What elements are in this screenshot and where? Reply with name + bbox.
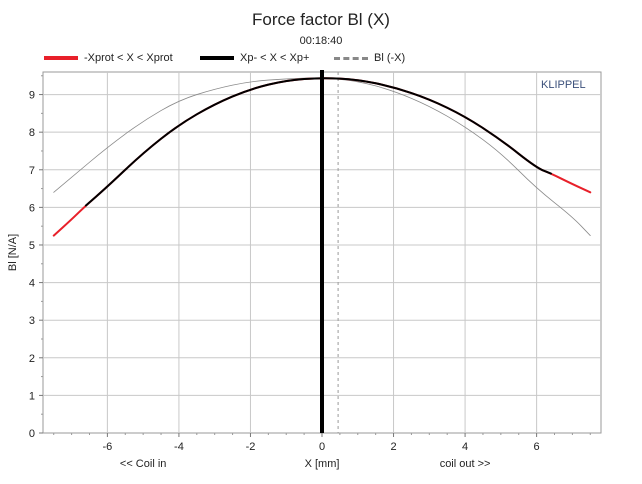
y-tick-label: 9 [29,90,35,102]
x-axis-label-left: << Coil in [120,458,166,470]
legend-swatch-prot [44,56,78,60]
series-line-operating [84,77,552,207]
legend-item-prot: -Xprot < X < Xprot [44,52,173,64]
legend: -Xprot < X < Xprot Xp- < X < Xp+ Bl (-X) [0,52,642,68]
legend-label-mirror: Bl (-X) [374,52,406,64]
legend-label-operating: Xp- < X < Xp+ [240,52,310,64]
x-tick-label: -6 [102,441,112,453]
y-tick-label: 3 [29,315,35,327]
legend-item-mirror: Bl (-X) [334,52,405,64]
y-tick-label: 4 [29,278,35,290]
y-tick-label: 0 [29,428,35,440]
x-tick-label: 6 [534,441,540,453]
y-tick-label: 5 [29,240,35,252]
chart-subtitle: 00:18:40 [299,35,343,47]
x-tick-label: 2 [390,441,396,453]
y-axis-label: Bl [N/A] [7,234,19,271]
legend-item-operating: Xp- < X < Xp+ [200,52,309,64]
y-tick-label: 2 [29,353,35,365]
x-tick-label: 0 [319,441,325,453]
brand-label: KLIPPEL [541,79,586,91]
chart-title: Force factor Bl (X) [252,10,390,29]
y-tick-label: 8 [29,127,35,139]
x-tick-label: -2 [246,441,256,453]
y-tick-label: 7 [29,165,35,177]
x-tick-label: -4 [174,441,184,453]
legend-swatch-operating [200,56,234,60]
x-axis-label-right: coil out >> [440,458,491,470]
x-axis-label: X [mm] [305,458,340,470]
y-tick-label: 1 [29,390,35,402]
y-tick-label: 6 [29,202,35,214]
legend-label-prot: -Xprot < X < Xprot [84,52,173,64]
x-tick-label: 4 [462,441,468,453]
legend-swatch-mirror [334,56,368,60]
